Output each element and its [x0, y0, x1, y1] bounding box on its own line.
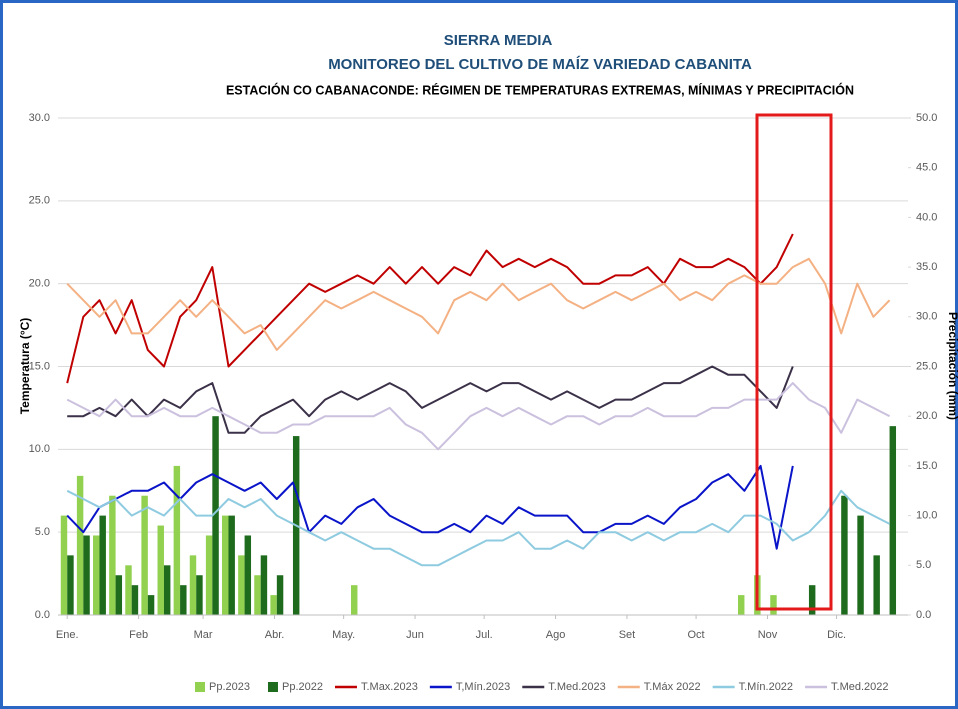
y2-tick-label: 25.0 [916, 360, 937, 372]
y2-tick-label: 20.0 [916, 410, 937, 422]
legend-label: Pp.2023 [209, 681, 250, 693]
bar [93, 535, 100, 615]
line [67, 365, 794, 434]
legend-label: T.Max.2023 [361, 681, 418, 693]
bar [889, 426, 897, 615]
bar [205, 535, 213, 615]
legend-label: T,Mín.2023 [456, 681, 510, 693]
x-tick-label: Set [619, 629, 636, 641]
y2-tick-label: 45.0 [916, 162, 937, 174]
x-tick-label: Ago [546, 629, 566, 641]
legend-swatch [195, 682, 205, 692]
axes: 0.0 5.0 10.0 15.0 20.0 25.0 30.0 0.0 5.0 10.0 15.0… [29, 112, 938, 641]
legend-label: Pp.2022 [282, 681, 323, 693]
bar [131, 585, 139, 615]
y-axis-title: Temperatura (°C) [18, 318, 32, 415]
y-tick-label: 15.0 [29, 360, 50, 372]
bar [228, 515, 235, 615]
bar [270, 595, 277, 615]
y-tick-label: 30.0 [29, 112, 50, 124]
y2-tick-label: 30.0 [916, 311, 937, 323]
bars [60, 416, 897, 615]
bar [60, 515, 68, 615]
legend-label: T.Med.2022 [831, 681, 888, 693]
y-tick-label: 5.0 [35, 526, 50, 538]
bar [212, 416, 219, 615]
legend-label: T.Mín.2022 [739, 681, 793, 693]
y2-tick-label: 50.0 [916, 112, 937, 124]
x-tick-label: Oct [688, 629, 705, 641]
y-tick-label: 25.0 [29, 195, 50, 207]
bar [196, 575, 203, 615]
lines [66, 233, 891, 567]
y2-tick-label: 40.0 [916, 211, 937, 223]
bar [260, 555, 268, 615]
bar [163, 565, 171, 615]
x-tick-label: Nov [758, 629, 778, 641]
bar [76, 475, 84, 615]
bar [276, 575, 284, 615]
bar [238, 555, 245, 615]
bar [351, 585, 358, 615]
bar [770, 595, 777, 615]
y2-tick-label: 5.0 [916, 559, 931, 571]
x-tick-label: Jun [406, 629, 424, 641]
x-tick-label: Ene. [56, 629, 79, 641]
bar [254, 575, 261, 615]
bar [808, 585, 816, 615]
y2-tick-label: 15.0 [916, 460, 937, 472]
bar [180, 585, 187, 615]
bar [841, 495, 848, 615]
highlight-box [755, 113, 833, 611]
x-tick-label: Feb [129, 629, 148, 641]
y-tick-label: 10.0 [29, 443, 50, 455]
x-tick-label: Abr. [265, 629, 285, 641]
x-tick-label: Jul. [476, 629, 493, 641]
y2-tick-label: 0.0 [916, 609, 931, 621]
bar [222, 515, 229, 615]
legend-swatch [267, 682, 278, 692]
bar [857, 515, 864, 615]
bar [83, 535, 90, 615]
legend-label: T.Máx 2022 [644, 681, 701, 693]
y2-axis-title: Precipitación (mm) [946, 312, 958, 420]
legend-label: T.Med.2023 [548, 681, 605, 693]
bar [244, 535, 252, 615]
bar [67, 555, 74, 615]
bar [115, 575, 123, 615]
grid [58, 117, 908, 616]
y2-tick-label: 10.0 [916, 510, 937, 522]
bar [109, 495, 116, 615]
y-tick-label: 0.0 [35, 609, 50, 621]
bar [99, 515, 106, 615]
bar [147, 595, 155, 615]
chart-caption: ESTACIÓN CO CABANACONDE: RÉGIMEN DE TEMP… [226, 82, 854, 97]
bar [157, 525, 164, 615]
line [66, 382, 891, 451]
bar [141, 495, 148, 615]
line [66, 233, 794, 384]
chart-subtitle: MONITOREO DEL CULTIVO DE MAÍZ VARIEDAD C… [328, 56, 752, 73]
bar [738, 595, 745, 615]
x-tick-label: Dic. [827, 629, 846, 641]
y-tick-label: 20.0 [29, 278, 50, 290]
chart-title: SIERRA MEDIA [444, 32, 553, 49]
bar [173, 465, 181, 615]
bar [125, 565, 132, 615]
line [66, 257, 891, 351]
line [66, 464, 794, 550]
y2-tick-label: 35.0 [916, 261, 937, 273]
x-tick-label: May. [332, 629, 355, 641]
line [66, 489, 891, 567]
bar [873, 555, 880, 615]
legend: Pp.2023 Pp.2022 T.Max.2023 T,Mín.2023 T.Med.… [195, 681, 889, 693]
bar [189, 555, 197, 615]
x-tick-label: Mar [194, 629, 213, 641]
